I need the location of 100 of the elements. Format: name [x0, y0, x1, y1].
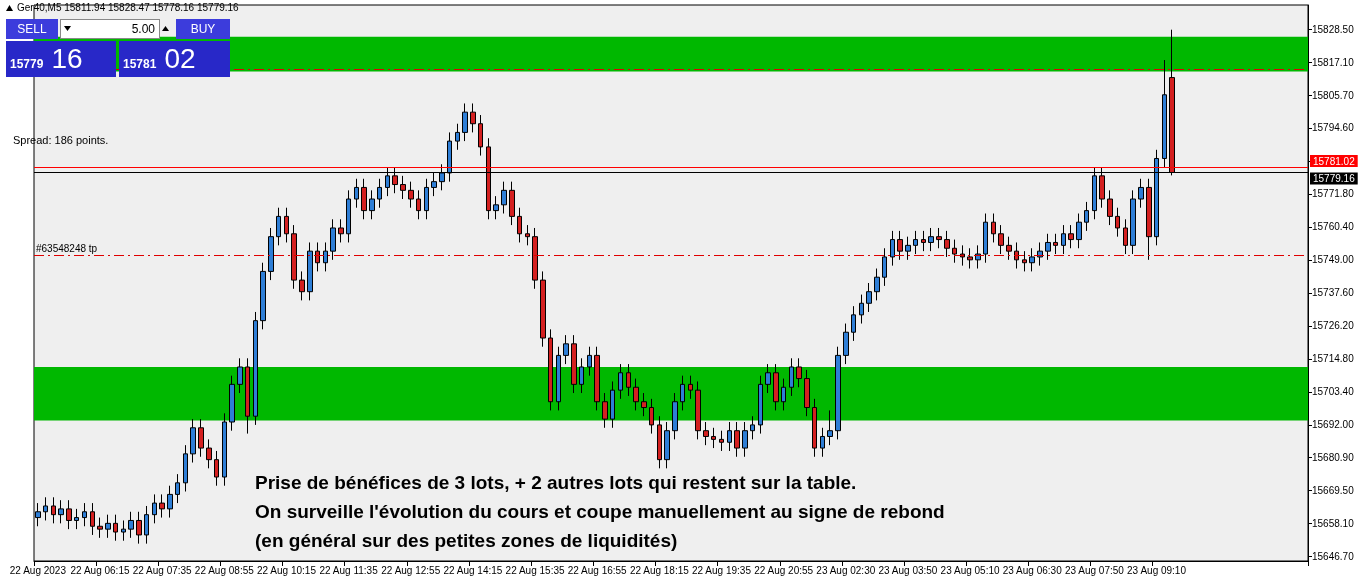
- candlestick: [253, 311, 258, 426]
- x-tick-label: 23 Aug 02:30: [816, 564, 876, 576]
- x-tick-label: 22 Aug 18:15: [629, 564, 690, 576]
- x-tick-label: 22 Aug 2023: [9, 564, 67, 576]
- candlestick: [245, 357, 250, 435]
- x-tick-label: 22 Aug 20:55: [754, 564, 814, 576]
- candlestick: [369, 189, 375, 220]
- x-tick-label: 23 Aug 07:50: [1064, 564, 1125, 576]
- candlestick: [843, 323, 849, 365]
- annotation: 5.00: [60, 19, 160, 39]
- candlestick: [1123, 218, 1128, 255]
- x-tick-label: 22 Aug 08:55: [194, 564, 255, 576]
- annotation: On surveille l'évolution du cours et coupe manuellement au signe de rebond: [255, 500, 945, 524]
- candlestick: [773, 363, 779, 411]
- ref-line-label: 15781.02: [1313, 155, 1356, 167]
- candlestick: [944, 230, 950, 258]
- candlestick: [594, 346, 600, 411]
- candlestick: [765, 363, 771, 394]
- candlestick: [602, 392, 608, 429]
- candlestick: [882, 247, 887, 287]
- candlestick: [214, 450, 219, 487]
- candlestick: [470, 102, 476, 133]
- y-tick-label: 15817.10: [1312, 57, 1355, 69]
- candlestick: [998, 224, 1004, 255]
- candlestick: [626, 363, 631, 397]
- candlestick: [991, 213, 996, 243]
- candlestick: [1115, 207, 1120, 238]
- x-tick-label: 23 Aug 06:30: [1002, 564, 1063, 576]
- candlestick: [105, 514, 111, 539]
- x-tick-label: 23 Aug 09:10: [1127, 564, 1187, 576]
- candlestick: [525, 224, 530, 246]
- candlestick: [1045, 233, 1051, 261]
- candlestick: [587, 346, 592, 377]
- candlestick: [66, 499, 72, 530]
- candlestick: [237, 357, 243, 394]
- y-tick-label: 15658.10: [1312, 517, 1355, 529]
- candlestick: [742, 421, 748, 458]
- x-tick-label: 23 Aug 05:10: [940, 564, 1000, 576]
- annotation: Spread: 186 points.: [13, 134, 109, 146]
- candlestick: [579, 357, 584, 394]
- y-tick-label: 15646.70: [1312, 550, 1355, 562]
- candlestick: [1084, 201, 1089, 232]
- candlestick: [921, 230, 926, 252]
- candlestick: [121, 519, 126, 542]
- candlestick: [610, 380, 615, 429]
- candlestick: [1130, 189, 1136, 255]
- candlestick: [734, 421, 740, 458]
- candlestick: [1146, 178, 1152, 261]
- candlestick: [330, 218, 336, 261]
- candlestick: [952, 239, 957, 264]
- candlestick: [167, 485, 173, 519]
- candlestick: [229, 375, 235, 432]
- candlestick: [276, 207, 281, 246]
- candlestick: [462, 102, 468, 142]
- y-tick-label: 15703.40: [1312, 386, 1355, 398]
- candlestick: [750, 415, 755, 440]
- ref-line-label: 15779.16: [1313, 172, 1356, 184]
- y-tick-label: 15692.00: [1312, 419, 1355, 431]
- candlestick: [727, 421, 732, 452]
- candlestick: [478, 114, 483, 157]
- candlestick: [540, 270, 546, 348]
- x-tick-label: 22 Aug 14:15: [443, 564, 503, 576]
- y-tick-label: 15828.50: [1312, 24, 1355, 36]
- chart-title: Ger40,M5 15811.94 15828.47 15778.16 15779.16: [17, 2, 239, 13]
- candlestick: [152, 493, 157, 524]
- candlestick: [291, 224, 297, 290]
- y-tick-label: 15737.60: [1312, 287, 1355, 299]
- x-tick-label: 22 Aug 12:55: [381, 564, 441, 576]
- candlestick: [897, 230, 903, 261]
- candlestick: [905, 236, 911, 261]
- annotation: BUY: [176, 19, 230, 39]
- candlestick: [866, 282, 872, 313]
- candlestick: [890, 230, 895, 267]
- candlestick: [159, 493, 165, 519]
- candlestick: [688, 375, 693, 400]
- candlestick: [1022, 250, 1027, 272]
- candlestick: [323, 241, 328, 272]
- candlestick: [493, 195, 499, 220]
- candlestick: [74, 508, 79, 530]
- candlestick: [874, 268, 880, 301]
- candlestick: [222, 412, 227, 487]
- candlestick: [338, 218, 344, 243]
- candlestick: [789, 357, 794, 397]
- candlestick: [967, 247, 973, 270]
- ref-line-label: #63548248 tp: [36, 242, 98, 254]
- candlestick: [361, 178, 367, 220]
- candlestick: [618, 363, 623, 400]
- candlestick: [501, 181, 507, 214]
- candlestick: [633, 378, 639, 411]
- candlestick: [758, 375, 763, 435]
- annotation: 15779: [10, 57, 44, 71]
- candlestick: [1068, 224, 1074, 249]
- candlestick: [113, 514, 118, 542]
- candlestick: [82, 502, 87, 527]
- candlestick: [43, 496, 48, 521]
- candlestick: [416, 189, 421, 220]
- candlestick: [175, 473, 180, 504]
- candlestick: [859, 294, 864, 325]
- candlestick: [299, 270, 305, 301]
- annotation: (en général sur des petites zones de liquidités): [255, 529, 679, 553]
